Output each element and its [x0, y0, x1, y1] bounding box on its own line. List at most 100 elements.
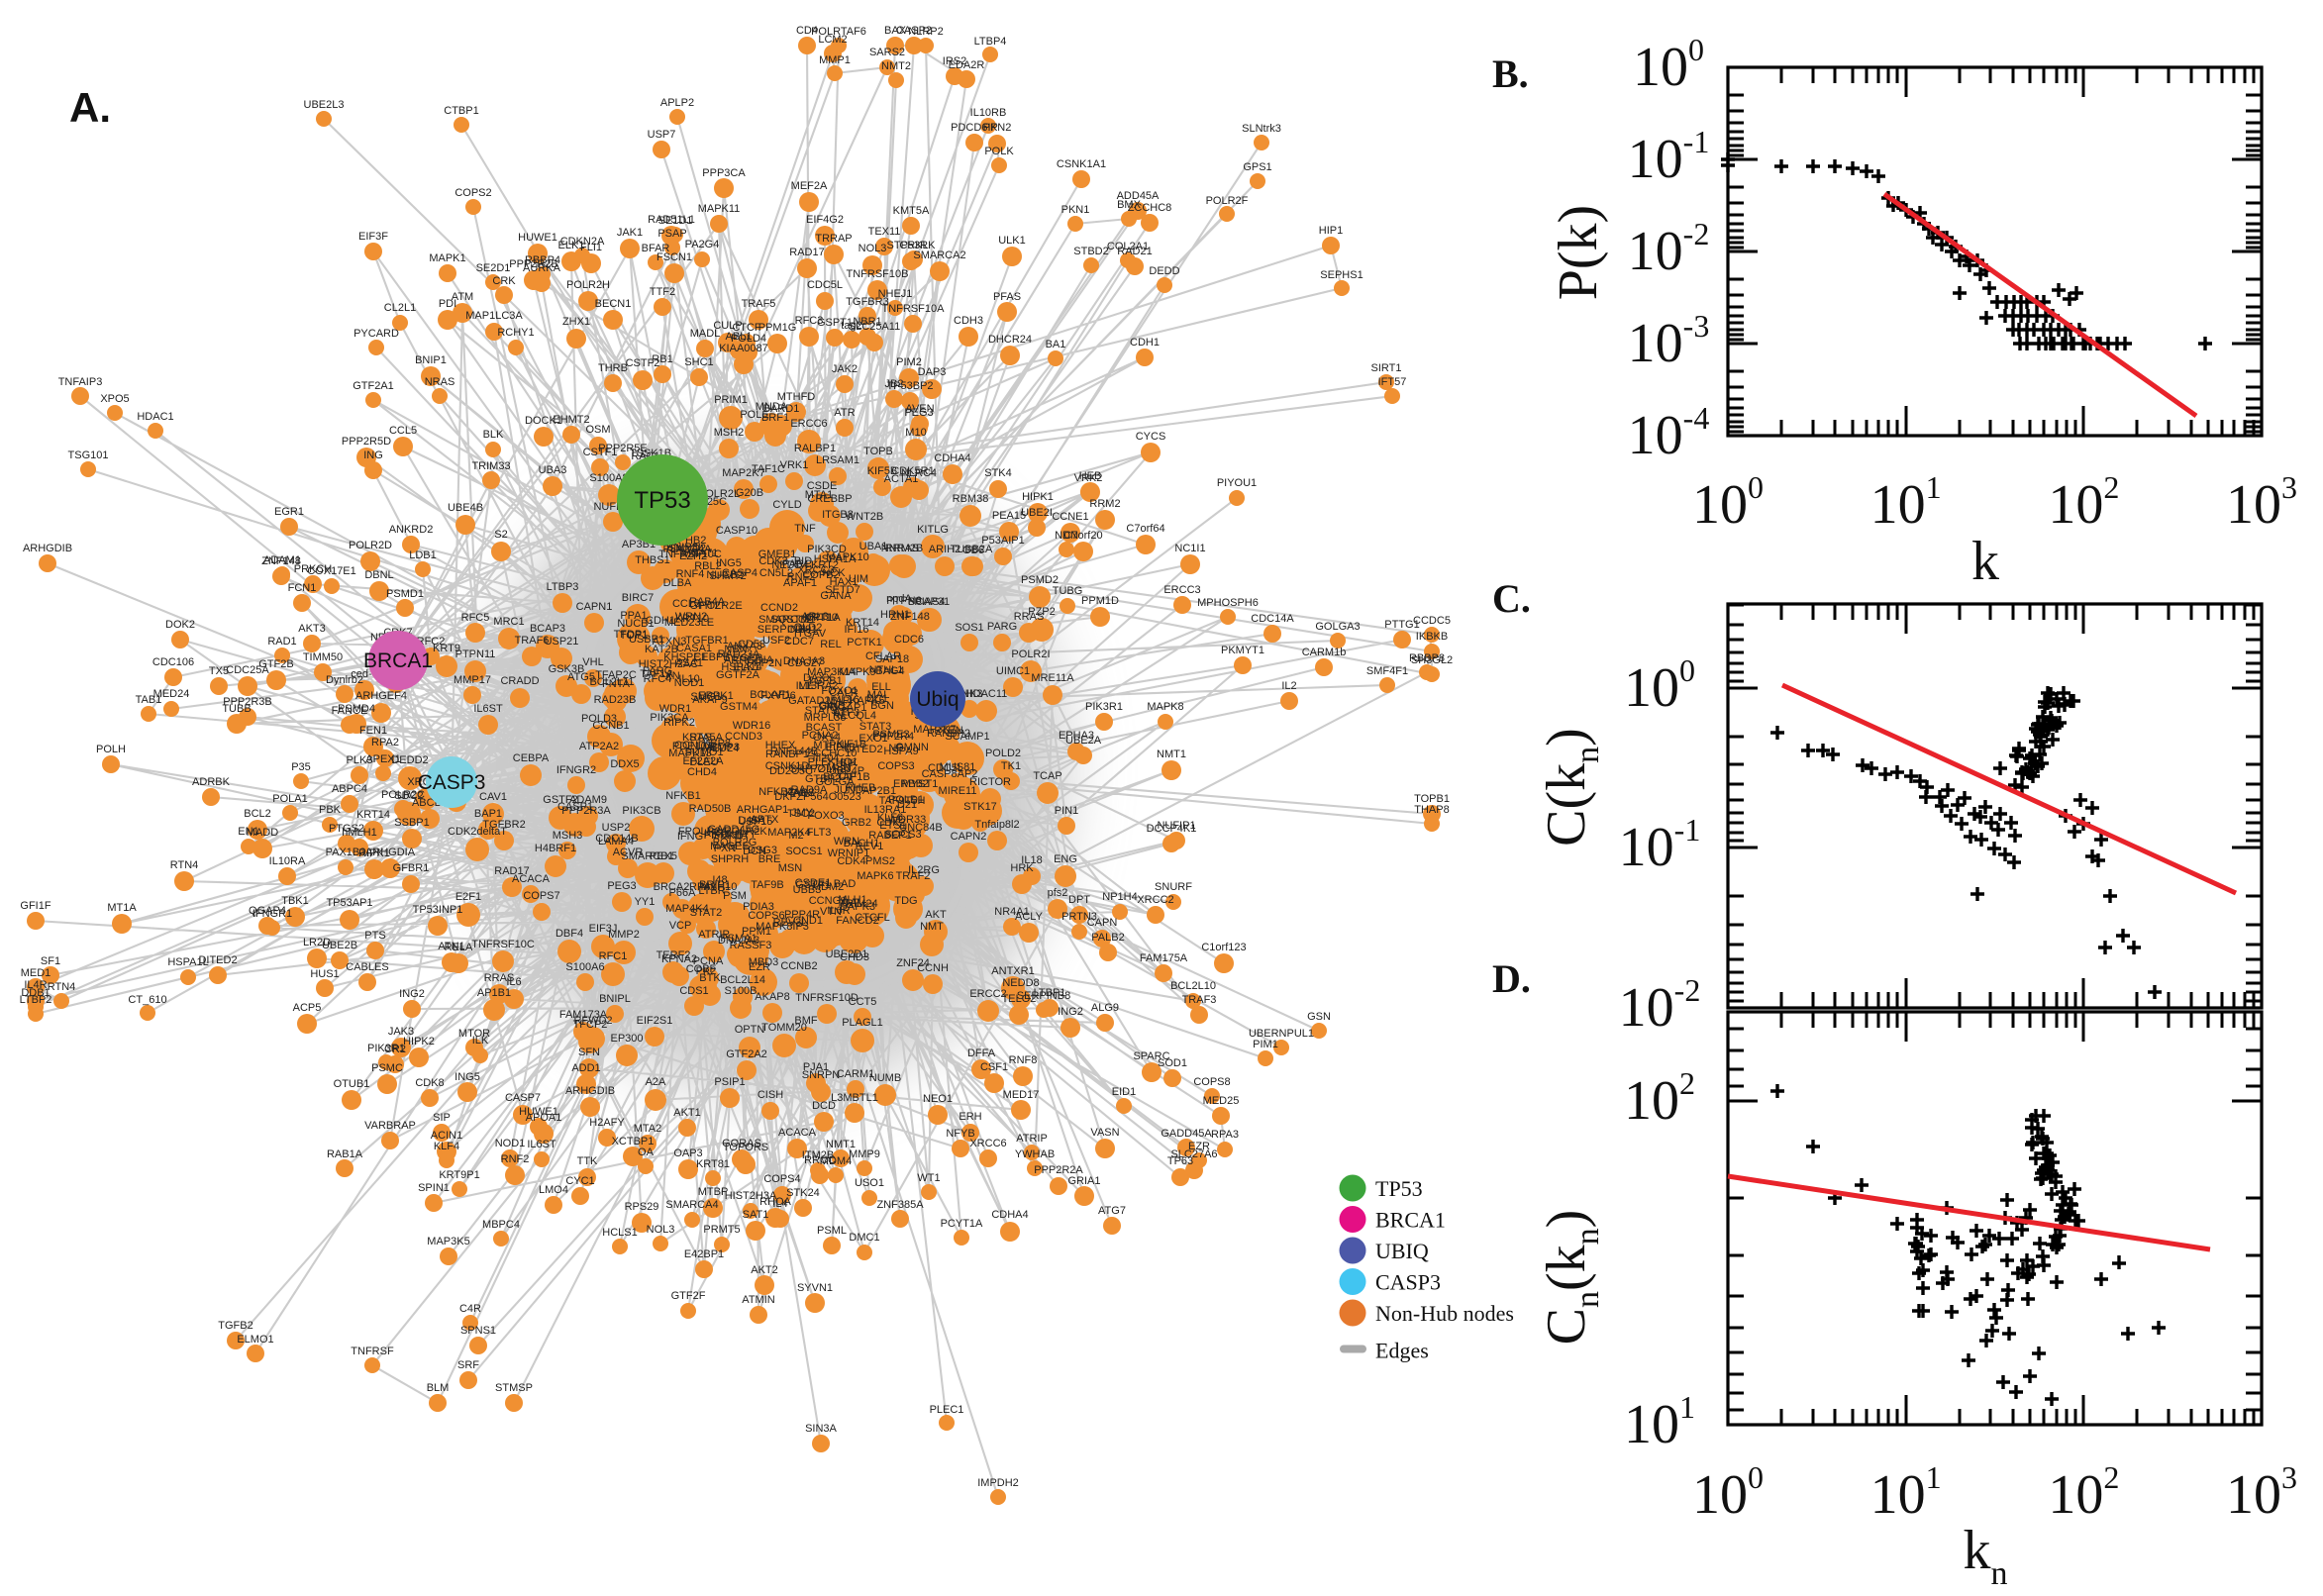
svg-text:CCNE1: CCNE1: [1052, 511, 1088, 523]
svg-text:MAP2K7: MAP2K7: [722, 467, 764, 479]
svg-text:CYCS: CYCS: [1136, 431, 1166, 443]
svg-text:ATG7: ATG7: [1098, 1205, 1126, 1217]
svg-text:MSH2: MSH2: [714, 427, 745, 439]
svg-text:PIK3CA: PIK3CA: [650, 712, 689, 724]
svg-text:HSPA1L: HSPA1L: [167, 956, 208, 968]
svg-text:GINS2: GINS2: [818, 700, 851, 712]
svg-text:GSTF1: GSTF1: [795, 879, 830, 891]
svg-text:CAPN1: CAPN1: [576, 601, 613, 613]
svg-text:ZNF385A: ZNF385A: [876, 1199, 924, 1211]
svg-text:CDHA4: CDHA4: [991, 1209, 1028, 1221]
svg-text:TOMM20: TOMM20: [761, 1022, 807, 1034]
svg-text:TRAF2: TRAF2: [896, 870, 931, 882]
svg-text:PJA1: PJA1: [803, 1061, 829, 1073]
svg-text:TRIM24: TRIM24: [839, 898, 877, 910]
svg-text:TNF: TNF: [794, 523, 816, 535]
svg-text:IOA: IOA: [839, 897, 858, 909]
svg-text:MAL: MAL: [867, 689, 890, 701]
svg-text:ARL3: ARL3: [801, 611, 829, 623]
svg-text:10-1: 10-1: [1628, 124, 1710, 190]
svg-text:PPP2R5E: PPP2R5E: [598, 443, 648, 454]
svg-text:TSC2: TSC2: [787, 808, 815, 820]
svg-text:SEPHS1: SEPHS1: [1320, 269, 1363, 281]
svg-text:EXO1: EXO1: [858, 733, 887, 745]
svg-text:ACIN1: ACIN1: [431, 1130, 462, 1142]
svg-text:MPHOSPH6: MPHOSPH6: [1197, 597, 1259, 609]
svg-text:SRP72: SRP72: [790, 763, 825, 775]
svg-text:MTBP: MTBP: [698, 1186, 729, 1198]
svg-text:CHD4: CHD4: [687, 766, 717, 778]
svg-text:DDB1: DDB1: [21, 987, 50, 999]
svg-text:ELK1: ELK1: [558, 240, 585, 251]
svg-text:GFIT2: GFIT2: [689, 600, 720, 612]
svg-text:BTK: BTK: [699, 972, 721, 984]
svg-text:RRCC: RRCC: [804, 1154, 836, 1166]
svg-text:BCL2L14: BCL2L14: [720, 974, 765, 986]
svg-text:MLH1: MLH1: [838, 894, 866, 906]
svg-text:GTF2B: GTF2B: [258, 658, 293, 670]
svg-text:PLK3: PLK3: [347, 754, 373, 766]
svg-text:MADL: MADL: [690, 328, 721, 340]
svg-text:TFAP2C: TFAP2C: [595, 669, 637, 681]
svg-text:SHMT2: SHMT2: [709, 570, 746, 582]
svg-text:UBE2B: UBE2B: [322, 940, 357, 951]
svg-text:NOD1: NOD1: [674, 677, 705, 689]
svg-text:RRM2B: RRM2B: [885, 543, 924, 554]
svg-text:IL2RG: IL2RG: [908, 864, 940, 876]
svg-text:CYC1: CYC1: [565, 1175, 594, 1187]
svg-text:PIM1: PIM1: [1253, 1039, 1278, 1050]
svg-text:GTF2A2: GTF2A2: [726, 1048, 767, 1060]
svg-text:CSTF2: CSTF2: [626, 357, 660, 369]
svg-text:NEDD8: NEDD8: [1002, 977, 1039, 989]
svg-text:D21: D21: [897, 799, 917, 811]
svg-text:TGFB1: TGFB1: [807, 675, 842, 687]
svg-text:TGFBR2: TGFBR2: [482, 819, 525, 831]
svg-text:HIPK1: HIPK1: [1022, 491, 1054, 503]
svg-text:SMN1: SMN1: [713, 830, 744, 842]
svg-text:EIF3J: EIF3J: [589, 923, 618, 935]
svg-text:PARC: PARC: [782, 558, 812, 570]
svg-text:CDKN2A: CDKN2A: [560, 236, 605, 248]
svg-text:AKAP9: AKAP9: [692, 694, 727, 706]
svg-text:ITM2B: ITM2B: [802, 1149, 834, 1161]
svg-text:LMO4: LMO4: [539, 1184, 568, 1196]
svg-text:BIK: BIK: [840, 757, 858, 769]
svg-text:SOS1: SOS1: [955, 622, 983, 634]
svg-text:GTBP2: GTBP2: [805, 773, 841, 785]
svg-text:PSAP: PSAP: [657, 228, 686, 240]
svg-text:CDC6: CDC6: [894, 634, 924, 646]
svg-text:C4R: C4R: [459, 1303, 481, 1315]
svg-text:EF2A2A: EF2A2A: [683, 755, 725, 767]
svg-text:MYH10: MYH10: [701, 881, 738, 893]
svg-text:CDK4: CDK4: [837, 855, 865, 867]
svg-text:DEDD: DEDD: [1149, 265, 1179, 277]
svg-text:DDX5: DDX5: [610, 758, 639, 770]
svg-text:C7orf20: C7orf20: [1063, 530, 1102, 542]
svg-text:GOLGA3: GOLGA3: [1315, 621, 1360, 633]
svg-text:MUS81: MUS81: [940, 761, 976, 773]
svg-text:EDA2R: EDA2R: [949, 59, 985, 71]
svg-text:MRE11A: MRE11A: [1031, 672, 1074, 684]
svg-text:IL10RA: IL10RA: [269, 855, 306, 867]
svg-text:TOPORS: TOPORS: [723, 1142, 768, 1153]
svg-text:NUCB2: NUCB2: [706, 569, 743, 581]
svg-text:KPNA2: KPNA2: [661, 953, 697, 965]
svg-text:ITGB8: ITGB8: [822, 509, 854, 521]
svg-text:POLR2E: POLR2E: [699, 600, 742, 612]
svg-text:101: 101: [1624, 1389, 1695, 1455]
svg-text:CCDC5: CCDC5: [1413, 615, 1451, 627]
svg-text:WDR33: WDR33: [888, 814, 927, 826]
svg-text:DHCR24: DHCR24: [988, 334, 1032, 346]
svg-text:CTCF: CTCF: [732, 322, 761, 334]
svg-text:HSPA1A: HSPA1A: [814, 553, 857, 565]
svg-text:NFYB: NFYB: [946, 1128, 974, 1140]
svg-text:UBA3: UBA3: [539, 464, 567, 476]
svg-text:BNIP3L: BNIP3L: [666, 542, 704, 553]
svg-text:BIRC7: BIRC7: [622, 592, 654, 604]
svg-text:TP53AP1: TP53AP1: [326, 897, 372, 909]
svg-text:CAPN: CAPN: [1087, 917, 1118, 929]
svg-text:EZH2: EZH2: [679, 550, 707, 562]
svg-text:PIK3R1: PIK3R1: [1085, 701, 1123, 713]
svg-text:RFC2: RFC2: [417, 636, 446, 648]
svg-text:RBL2: RBL2: [694, 560, 722, 572]
